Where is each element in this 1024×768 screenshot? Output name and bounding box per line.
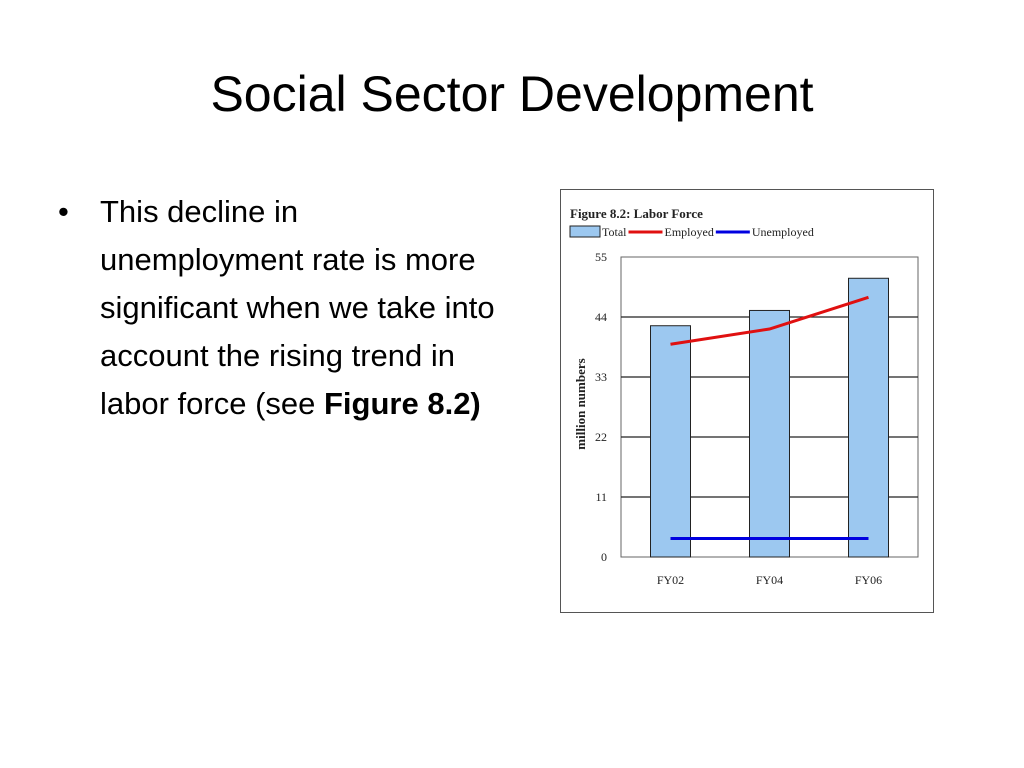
- y-tick-label: 11: [595, 490, 607, 504]
- chart-title: Figure 8.2: Labor Force: [570, 206, 703, 221]
- legend-label-total: Total: [602, 225, 627, 239]
- legend-label-unemployed: Unemployed: [752, 225, 814, 239]
- bullet-text: This decline in unemployment rate is mor…: [100, 188, 498, 428]
- labor-force-chart: Figure 8.2: Labor Force Total Employed Une…: [569, 206, 919, 587]
- bullet-body: This decline in unemployment rate is mor…: [100, 194, 495, 421]
- slide-title: Social Sector Development: [210, 66, 814, 122]
- y-tick-label: 33: [595, 370, 607, 384]
- bar-total: [848, 277, 889, 558]
- bar-total: [749, 309, 790, 558]
- y-tick-label: 22: [595, 430, 607, 444]
- legend-swatch-total: [569, 225, 601, 238]
- x-tick-label: FY06: [855, 573, 882, 587]
- bar-total: [650, 325, 691, 558]
- y-tick-label: 55: [595, 250, 607, 264]
- legend-label-employed: Employed: [665, 225, 714, 239]
- y-tick-label: 0: [601, 550, 607, 564]
- chart-figure: Figure 8.2: Labor Force Total Employed Une…: [560, 189, 934, 613]
- bullet-list: • This decline in unemployment rate is m…: [58, 188, 498, 428]
- y-axis-label: million numbers: [573, 358, 588, 449]
- x-tick-label: FY04: [756, 573, 783, 587]
- figure-reference: Figure 8.2): [324, 386, 481, 421]
- y-tick-label: 44: [595, 310, 607, 324]
- line-employed: [670, 295, 869, 346]
- x-tick-label: FY02: [657, 573, 684, 587]
- bullet-dot-icon: •: [58, 194, 69, 229]
- chart-legend: Total Employed Unemployed: [569, 225, 814, 239]
- bullet-item: • This decline in unemployment rate is m…: [58, 188, 498, 428]
- plot-area: 0 11 22 33 44 55 FY02 FY04 FY06: [595, 250, 919, 587]
